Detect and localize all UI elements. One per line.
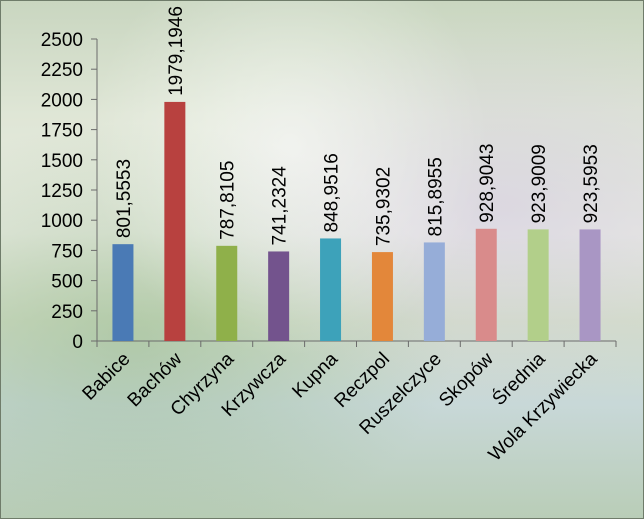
data-label: 735,9302 xyxy=(373,167,394,246)
bar xyxy=(320,238,342,341)
data-label: 741,2324 xyxy=(270,166,291,246)
data-label: 923,9009 xyxy=(529,144,550,223)
y-tick-label: 2250 xyxy=(41,60,83,81)
x-category-label: Skopów xyxy=(435,348,498,411)
data-label: 787,8105 xyxy=(218,161,239,240)
data-label: 815,8955 xyxy=(425,157,446,236)
data-label: 928,9043 xyxy=(477,144,498,223)
y-tick-label: 0 xyxy=(72,332,83,353)
bar xyxy=(216,245,238,341)
y-tick-label: 1750 xyxy=(41,121,83,142)
data-label: 1979,1946 xyxy=(166,6,187,96)
bar xyxy=(423,242,445,341)
bar xyxy=(579,229,601,341)
y-tick-label: 500 xyxy=(51,272,83,293)
y-tick-label: 1250 xyxy=(41,181,83,202)
chart-bars xyxy=(112,101,601,341)
y-tick-label: 1000 xyxy=(41,211,83,232)
bar xyxy=(164,101,186,341)
y-tick-label: 250 xyxy=(51,302,83,323)
bar xyxy=(371,252,393,341)
data-label: 848,9516 xyxy=(322,153,343,232)
y-tick-label: 2500 xyxy=(41,30,83,51)
y-tick-label: 750 xyxy=(51,241,83,262)
chart-data-labels: 801,5553 1979,1946 787,8105 741,2324 848,951… xyxy=(114,6,602,246)
bar xyxy=(112,244,134,341)
y-tick-label: 2000 xyxy=(41,90,83,111)
bar xyxy=(475,228,497,341)
bar xyxy=(268,251,290,341)
y-tick-label: 1500 xyxy=(41,151,83,172)
bar xyxy=(527,229,549,341)
data-label: 801,5553 xyxy=(114,159,135,238)
data-label: 923,5953 xyxy=(581,144,602,223)
